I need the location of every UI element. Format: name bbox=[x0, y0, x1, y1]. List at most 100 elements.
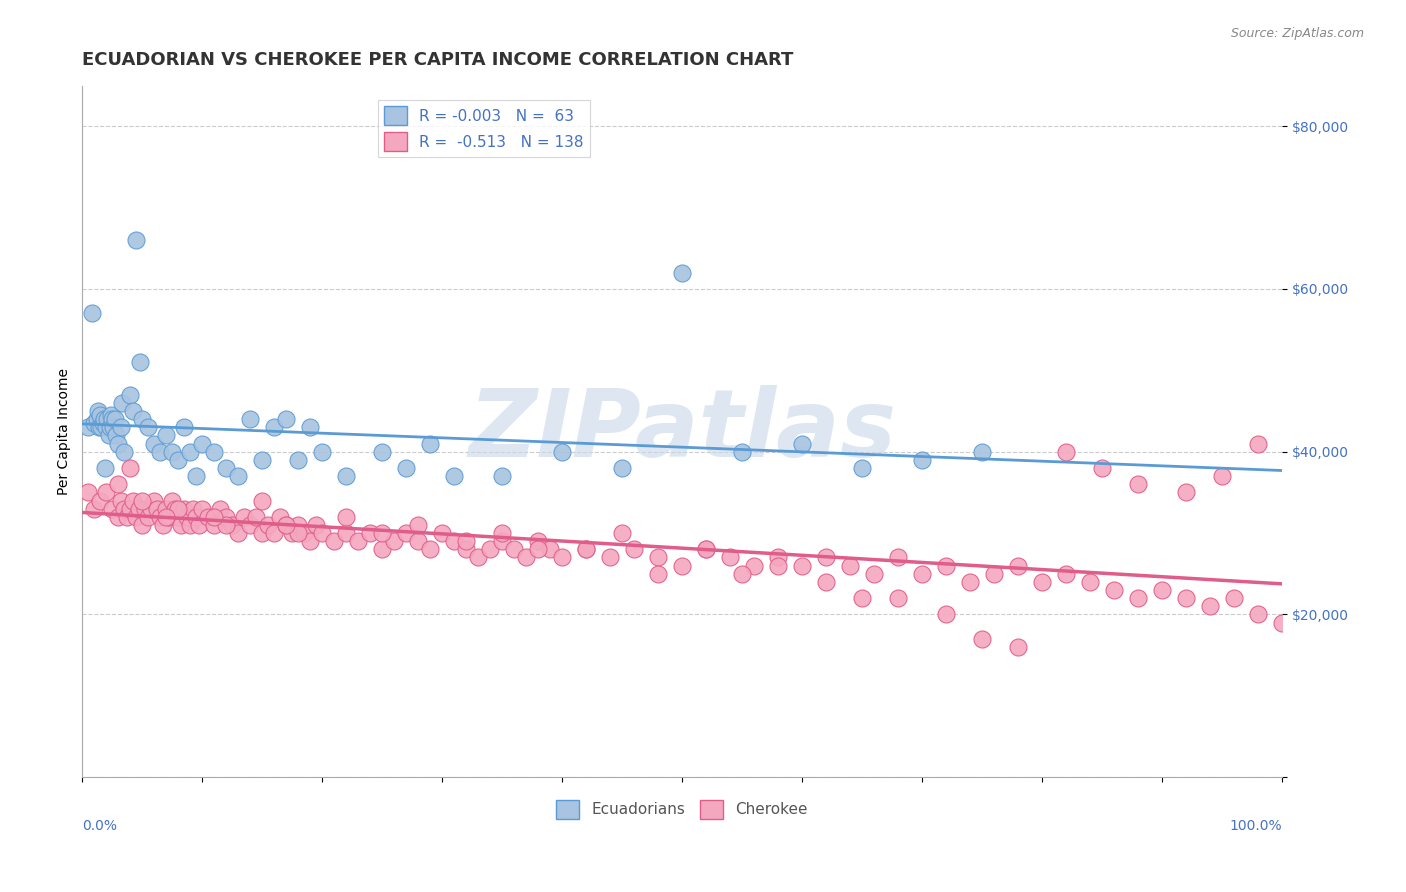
Point bbox=[245, 509, 267, 524]
Point bbox=[104, 412, 127, 426]
Point bbox=[155, 509, 177, 524]
Point bbox=[527, 534, 550, 549]
Point bbox=[89, 493, 111, 508]
Text: 100.0%: 100.0% bbox=[1229, 819, 1282, 833]
Point bbox=[1223, 591, 1246, 606]
Point bbox=[815, 550, 838, 565]
Point bbox=[551, 550, 574, 565]
Point bbox=[221, 517, 243, 532]
Point bbox=[131, 412, 153, 426]
Point bbox=[145, 501, 167, 516]
Point bbox=[104, 428, 127, 442]
Point bbox=[120, 501, 142, 516]
Point bbox=[371, 542, 394, 557]
Point bbox=[671, 558, 693, 573]
Point bbox=[110, 493, 132, 508]
Point bbox=[107, 509, 129, 524]
Point bbox=[263, 526, 285, 541]
Point bbox=[766, 550, 789, 565]
Point bbox=[226, 526, 249, 541]
Point bbox=[983, 566, 1005, 581]
Point bbox=[575, 542, 598, 557]
Point bbox=[359, 526, 381, 541]
Point bbox=[167, 453, 190, 467]
Point bbox=[610, 461, 633, 475]
Point bbox=[839, 558, 862, 573]
Point bbox=[371, 526, 394, 541]
Point bbox=[887, 550, 910, 565]
Point bbox=[112, 444, 135, 458]
Point bbox=[323, 534, 346, 549]
Point bbox=[252, 526, 274, 541]
Point bbox=[125, 509, 148, 524]
Point bbox=[155, 501, 177, 516]
Point bbox=[395, 526, 418, 541]
Point bbox=[467, 550, 489, 565]
Point bbox=[1007, 558, 1029, 573]
Point bbox=[215, 461, 238, 475]
Point bbox=[935, 558, 957, 573]
Point bbox=[287, 453, 309, 467]
Point bbox=[1102, 582, 1125, 597]
Point bbox=[101, 501, 124, 516]
Point bbox=[87, 420, 110, 434]
Point bbox=[197, 509, 219, 524]
Point bbox=[371, 444, 394, 458]
Point bbox=[239, 517, 262, 532]
Point bbox=[91, 416, 114, 430]
Point bbox=[86, 412, 108, 426]
Point bbox=[419, 436, 441, 450]
Point bbox=[599, 550, 621, 565]
Point bbox=[276, 517, 298, 532]
Point bbox=[112, 501, 135, 516]
Point bbox=[959, 574, 981, 589]
Point bbox=[173, 420, 195, 434]
Point bbox=[647, 566, 669, 581]
Point bbox=[149, 509, 172, 524]
Point bbox=[456, 542, 478, 557]
Point bbox=[139, 501, 162, 516]
Point bbox=[299, 534, 322, 549]
Point bbox=[1007, 640, 1029, 654]
Point bbox=[233, 509, 256, 524]
Point bbox=[1247, 607, 1270, 622]
Point bbox=[671, 266, 693, 280]
Point bbox=[202, 509, 225, 524]
Point bbox=[103, 420, 125, 434]
Point bbox=[1271, 615, 1294, 630]
Point bbox=[94, 461, 117, 475]
Point bbox=[406, 517, 429, 532]
Point bbox=[257, 517, 280, 532]
Point bbox=[311, 444, 333, 458]
Point bbox=[503, 542, 526, 557]
Point bbox=[136, 420, 159, 434]
Point bbox=[419, 542, 441, 557]
Point bbox=[395, 461, 418, 475]
Point bbox=[209, 501, 232, 516]
Point bbox=[479, 542, 502, 557]
Point bbox=[90, 420, 112, 434]
Point bbox=[491, 469, 513, 483]
Point bbox=[1175, 485, 1198, 500]
Point bbox=[790, 558, 813, 573]
Point bbox=[287, 517, 309, 532]
Point bbox=[98, 420, 121, 434]
Point bbox=[143, 436, 166, 450]
Point bbox=[790, 436, 813, 450]
Point bbox=[252, 453, 274, 467]
Point bbox=[1199, 599, 1222, 614]
Text: Source: ZipAtlas.com: Source: ZipAtlas.com bbox=[1230, 27, 1364, 40]
Point bbox=[406, 534, 429, 549]
Point bbox=[335, 526, 357, 541]
Point bbox=[162, 493, 184, 508]
Point bbox=[491, 526, 513, 541]
Point bbox=[97, 428, 120, 442]
Point bbox=[155, 428, 177, 442]
Point bbox=[491, 534, 513, 549]
Point bbox=[742, 558, 765, 573]
Point bbox=[1150, 582, 1173, 597]
Point bbox=[575, 542, 598, 557]
Point bbox=[176, 509, 198, 524]
Point bbox=[1247, 436, 1270, 450]
Point bbox=[186, 469, 208, 483]
